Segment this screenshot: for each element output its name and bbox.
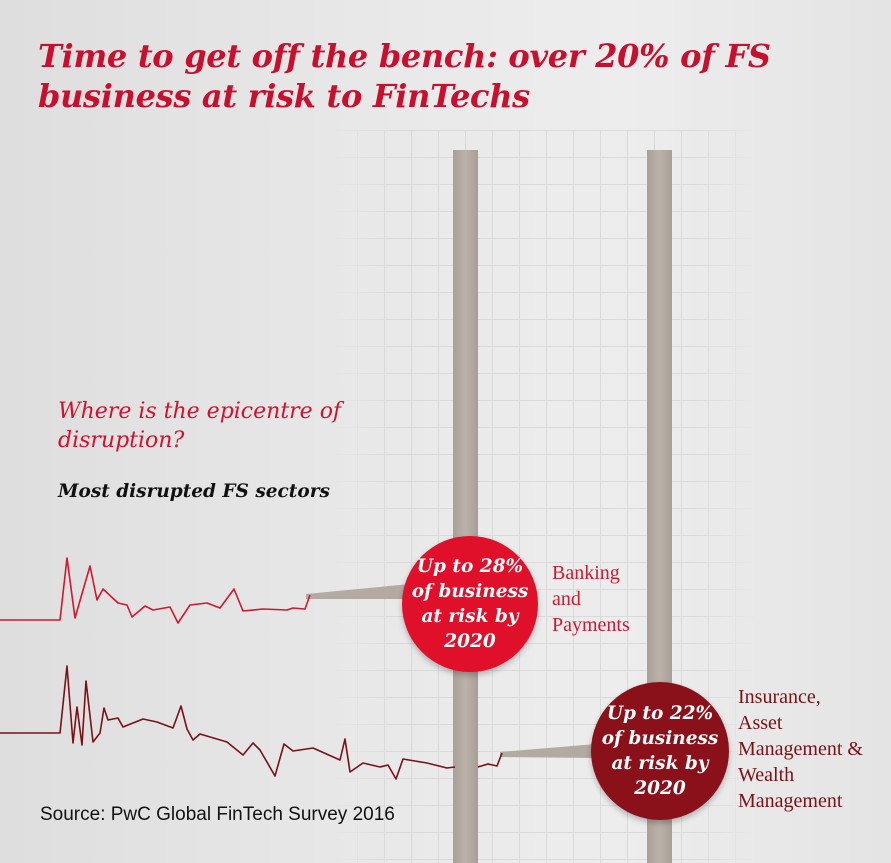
question-heading: Where is the epicentre of disruption? xyxy=(58,399,342,453)
source-note: Source: PwC Global FinTech Survey 2016 xyxy=(40,804,395,825)
page-title: Time to get off the bench: over 20% of F… xyxy=(38,37,771,115)
connector-banking xyxy=(306,584,412,599)
pole-left xyxy=(453,150,478,863)
subheading: Most disrupted FS sectors xyxy=(58,481,330,502)
seismograph-insurance xyxy=(0,665,456,780)
stat-circle-banking: Up to 28% of business at risk by 2020 xyxy=(402,536,538,672)
sector-label-insurance: Insurance, Asset Management & Wealth Man… xyxy=(738,686,863,812)
seismograph-banking xyxy=(0,557,311,624)
sector-label-banking: Banking and Payments xyxy=(552,562,630,636)
stat-circle-insurance: Up to 22% of business at risk by 2020 xyxy=(591,682,729,820)
connector-insurance xyxy=(500,744,596,758)
